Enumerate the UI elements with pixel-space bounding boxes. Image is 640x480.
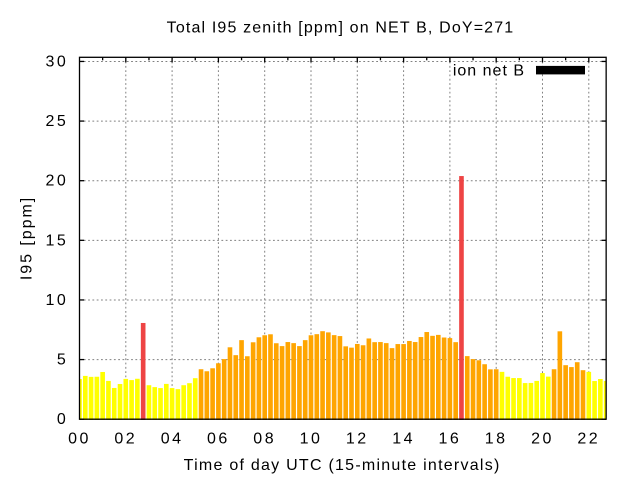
svg-text:10: 10	[46, 292, 69, 309]
svg-text:08: 08	[253, 431, 276, 448]
svg-text:15: 15	[46, 232, 69, 249]
svg-text:02: 02	[114, 431, 137, 448]
svg-text:00: 00	[68, 431, 91, 448]
svg-text:04: 04	[161, 431, 184, 448]
svg-text:12: 12	[346, 431, 369, 448]
svg-text:16: 16	[438, 431, 461, 448]
svg-text:22: 22	[577, 431, 600, 448]
svg-text:Time of day UTC (15-minute int: Time of day UTC (15-minute intervals)	[184, 457, 501, 474]
svg-text:5: 5	[57, 352, 68, 369]
svg-text:20: 20	[531, 431, 554, 448]
svg-text:0: 0	[57, 411, 68, 428]
svg-text:06: 06	[207, 431, 230, 448]
svg-text:ion net B: ion net B	[453, 62, 525, 79]
svg-text:10: 10	[300, 431, 323, 448]
svg-text:14: 14	[392, 431, 415, 448]
svg-text:20: 20	[46, 173, 69, 190]
svg-text:25: 25	[46, 113, 69, 130]
svg-text:Total I95 zenith [ppm] on NET: Total I95 zenith [ppm] on NET B, DoY=271	[167, 20, 515, 37]
svg-text:18: 18	[485, 431, 508, 448]
svg-text:30: 30	[46, 53, 69, 70]
svg-text:I95 [ppm]: I95 [ppm]	[19, 196, 36, 280]
